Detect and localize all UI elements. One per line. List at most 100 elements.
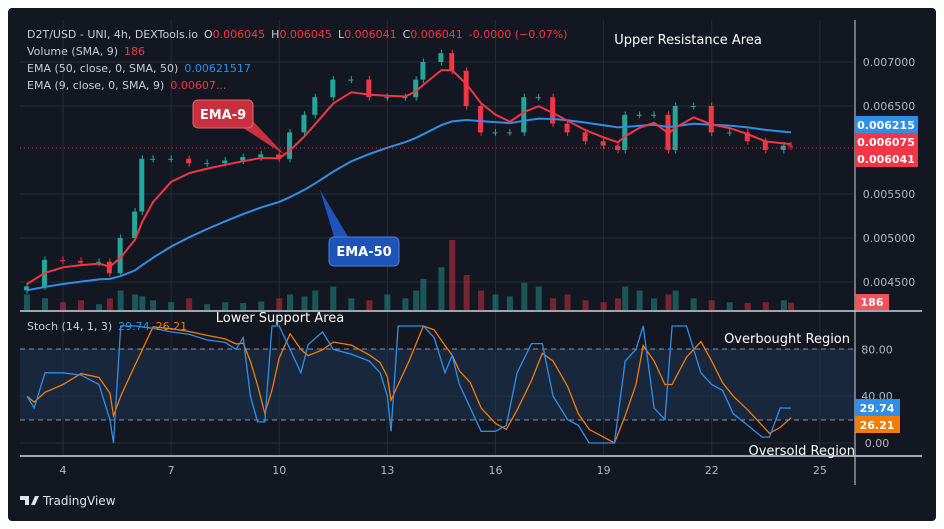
volume-bar bbox=[139, 296, 146, 310]
ema50-callout-pointer bbox=[320, 190, 350, 240]
volume-bar bbox=[150, 300, 157, 310]
volume-bar bbox=[636, 290, 643, 310]
candle bbox=[312, 97, 318, 115]
ema50-callout-label: EMA-50 bbox=[336, 245, 391, 260]
volume-bar bbox=[106, 298, 113, 310]
candle bbox=[506, 132, 512, 134]
time-tick: 19 bbox=[597, 464, 611, 477]
volume-bar bbox=[23, 294, 30, 310]
chart-frame bbox=[8, 8, 936, 521]
volume-bar bbox=[726, 302, 733, 310]
stoch-band bbox=[20, 349, 855, 420]
volume-bar bbox=[478, 290, 485, 310]
candle bbox=[240, 157, 246, 161]
volume-bars bbox=[23, 240, 795, 310]
candle bbox=[622, 114, 628, 150]
volume-bar bbox=[780, 300, 787, 310]
lower-support-label: Lower Support Area bbox=[216, 311, 345, 326]
stoch-d-line bbox=[26, 325, 792, 444]
upper-resistance-label: Upper Resistance Area bbox=[614, 33, 762, 48]
volume-bar bbox=[550, 298, 557, 310]
candle bbox=[744, 132, 750, 142]
candle bbox=[535, 97, 541, 99]
candle bbox=[402, 97, 408, 99]
candle bbox=[449, 53, 455, 71]
stoch-k-badge: 29.74 bbox=[860, 402, 895, 415]
tradingview-logo-icon bbox=[20, 496, 39, 505]
legend[interactable]: D2T/USD - UNI, 4h, DEXTools.io O0.006045 H… bbox=[27, 28, 567, 333]
price-tick: 0.005500 bbox=[863, 188, 916, 201]
volume-bar bbox=[449, 240, 456, 310]
volume-bar bbox=[204, 304, 211, 310]
candle bbox=[132, 211, 138, 238]
time-tick: 10 bbox=[272, 464, 286, 477]
ema50-callout bbox=[328, 236, 400, 267]
candle bbox=[550, 97, 556, 124]
volume-bar bbox=[312, 290, 319, 310]
volume-bar bbox=[665, 294, 672, 310]
volume-bar bbox=[521, 282, 528, 310]
candle bbox=[23, 286, 29, 291]
volume-bar bbox=[672, 290, 679, 310]
time-tick: 22 bbox=[705, 464, 719, 477]
stoch-d-badge: 26.21 bbox=[860, 419, 895, 432]
time-tick: 7 bbox=[168, 464, 175, 477]
volume-bar bbox=[762, 302, 769, 310]
volume-bar bbox=[535, 286, 542, 310]
candle bbox=[366, 79, 372, 98]
candle bbox=[150, 158, 156, 160]
volume-bar bbox=[615, 298, 622, 310]
svg-text:EMA (9, close, 0, SMA, 9)0.006: EMA (9, close, 0, SMA, 9) 0.00607... bbox=[27, 79, 226, 92]
last-price-badge: 0.006041 bbox=[857, 153, 915, 166]
time-tick: 16 bbox=[488, 464, 502, 477]
candle bbox=[78, 260, 84, 263]
volume-bar bbox=[708, 300, 715, 310]
volume-bar bbox=[690, 298, 697, 310]
candle bbox=[438, 53, 444, 62]
candle bbox=[60, 260, 65, 261]
brand-name: TradingView bbox=[42, 494, 116, 508]
candle bbox=[690, 106, 696, 107]
candle bbox=[222, 160, 228, 164]
volume-bar bbox=[420, 278, 427, 310]
ema9-callout bbox=[192, 99, 254, 129]
volume-bar bbox=[348, 298, 355, 310]
ema9-line bbox=[26, 69, 792, 285]
tradingview-logo[interactable]: TradingView bbox=[20, 494, 116, 508]
volume-bar bbox=[41, 298, 48, 310]
ema50-badge: 0.006215 bbox=[857, 119, 915, 132]
candle bbox=[492, 132, 498, 134]
volume-bar bbox=[186, 298, 193, 310]
price-tick: 0.007000 bbox=[863, 56, 916, 69]
price-tick: 0.005000 bbox=[863, 232, 916, 245]
candle bbox=[478, 106, 484, 133]
volume-bar bbox=[240, 303, 247, 310]
ema50-legend: EMA (50, close, 0, SMA, 50) bbox=[27, 62, 178, 75]
volume-bar bbox=[506, 296, 513, 310]
ema9-legend: EMA (9, close, 0, SMA, 9) bbox=[27, 79, 164, 92]
ema9-callout-label: EMA-9 bbox=[200, 108, 246, 123]
volume-bar bbox=[788, 302, 795, 310]
candle bbox=[564, 123, 570, 133]
volume-bar bbox=[132, 294, 139, 310]
svg-text:D2T/USD - UNI, 4h, DEXTools.io: D2T/USD - UNI, 4h, DEXTools.io O0.006045 H… bbox=[27, 28, 567, 41]
volume-bar bbox=[413, 290, 420, 310]
candle bbox=[348, 79, 354, 81]
candle bbox=[413, 79, 419, 98]
candle bbox=[636, 114, 642, 116]
overbought-label: Overbought Region bbox=[724, 332, 850, 347]
volume-bar bbox=[463, 275, 470, 310]
axes[interactable]: 0.007000 0.006500 0.005500 0.005000 0.004500… bbox=[60, 56, 916, 477]
candle bbox=[287, 132, 293, 159]
stoch-legend: Stoch (14, 1, 3) bbox=[27, 320, 112, 333]
candle bbox=[521, 97, 527, 133]
price-tick: 0.006500 bbox=[863, 100, 916, 113]
stoch-tick: 0.00 bbox=[865, 437, 890, 450]
candle bbox=[301, 114, 307, 133]
candle bbox=[384, 97, 390, 99]
volume-bar bbox=[384, 294, 391, 310]
volume-bar bbox=[564, 294, 571, 310]
stoch-tick: 80.00 bbox=[861, 343, 893, 356]
